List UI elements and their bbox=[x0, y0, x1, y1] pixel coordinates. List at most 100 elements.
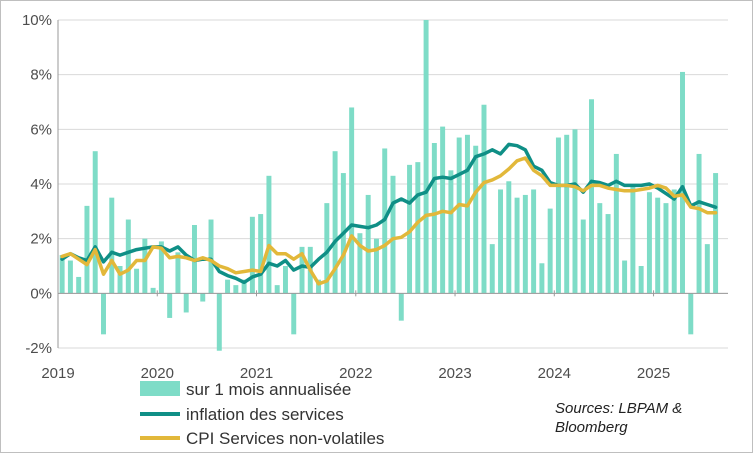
bar bbox=[67, 260, 73, 294]
bar bbox=[274, 285, 280, 294]
bar bbox=[299, 246, 305, 294]
legend-swatch-bars bbox=[140, 381, 180, 396]
bar bbox=[663, 203, 669, 294]
bar bbox=[555, 137, 561, 294]
bar bbox=[464, 134, 470, 294]
bar bbox=[84, 205, 90, 294]
bar bbox=[208, 219, 214, 294]
bar bbox=[580, 219, 586, 294]
bar bbox=[688, 293, 694, 335]
source-note-line2: Bloomberg bbox=[555, 419, 628, 436]
x-tick-label: 2019 bbox=[41, 365, 74, 382]
x-tick-label: 2024 bbox=[538, 365, 571, 382]
legend-label-bars: sur 1 mois annualisée bbox=[186, 380, 351, 399]
y-tick-label: -2% bbox=[25, 340, 52, 357]
bar bbox=[390, 175, 396, 294]
bar bbox=[282, 266, 288, 294]
bar bbox=[357, 233, 363, 294]
line-inflation-des-services bbox=[60, 142, 718, 285]
bar bbox=[183, 293, 189, 313]
line-cpi-services-non-volatiles bbox=[60, 156, 718, 286]
bar bbox=[572, 129, 578, 294]
bar bbox=[498, 189, 504, 294]
bar bbox=[175, 252, 181, 294]
bar bbox=[704, 244, 710, 294]
bar bbox=[415, 162, 421, 294]
bar bbox=[92, 151, 98, 294]
bar bbox=[125, 219, 131, 294]
bar bbox=[489, 244, 495, 294]
y-tick-label: 0% bbox=[30, 285, 52, 302]
x-axis-tick-labels: 2019 2020 2021 2022 2023 2024 2025 bbox=[41, 365, 670, 382]
bar bbox=[225, 279, 231, 294]
bar bbox=[291, 293, 297, 335]
bar bbox=[324, 203, 330, 294]
bar bbox=[431, 143, 437, 294]
y-tick-label: 8% bbox=[30, 67, 52, 84]
bar bbox=[134, 268, 140, 294]
bar bbox=[713, 173, 719, 294]
x-tick-label: 2021 bbox=[240, 365, 273, 382]
bar bbox=[158, 241, 164, 294]
x-tick-label: 2023 bbox=[438, 365, 471, 382]
bar bbox=[233, 285, 239, 294]
bar bbox=[473, 145, 479, 294]
x-tick-label: 2022 bbox=[339, 365, 372, 382]
y-axis-tick-labels: -2% 0% 2% 4% 6% 8% 10% bbox=[22, 12, 52, 357]
bar bbox=[514, 197, 520, 294]
bar bbox=[671, 189, 677, 294]
bar bbox=[456, 137, 462, 294]
bar bbox=[589, 99, 594, 294]
bar bbox=[506, 181, 512, 294]
bar bbox=[481, 104, 487, 294]
legend-label-services: inflation des services bbox=[186, 405, 344, 424]
axes bbox=[57, 20, 728, 348]
bar bbox=[117, 266, 123, 294]
bar bbox=[680, 71, 685, 294]
bar bbox=[398, 293, 404, 321]
bar bbox=[547, 208, 553, 294]
bar bbox=[655, 197, 661, 294]
bar bbox=[597, 203, 603, 294]
bar bbox=[150, 287, 156, 294]
bar bbox=[448, 170, 454, 294]
legend: sur 1 mois annualisée inflation des serv… bbox=[140, 380, 384, 448]
x-tick-label: 2025 bbox=[637, 365, 670, 382]
y-tick-label: 6% bbox=[30, 121, 52, 138]
bar bbox=[101, 293, 106, 335]
bar bbox=[605, 214, 611, 294]
bar bbox=[167, 293, 173, 318]
bar bbox=[109, 197, 115, 294]
bar bbox=[539, 263, 545, 294]
x-tick-label: 2020 bbox=[141, 365, 174, 382]
bar bbox=[142, 238, 148, 294]
bar bbox=[613, 153, 619, 294]
bar bbox=[216, 293, 222, 351]
bar bbox=[522, 194, 528, 294]
bar bbox=[241, 279, 247, 294]
y-tick-label: 10% bbox=[22, 12, 52, 29]
y-tick-label: 4% bbox=[30, 176, 52, 193]
bar bbox=[423, 20, 429, 294]
bar-series-monthly-annualized bbox=[59, 20, 719, 351]
bar bbox=[258, 214, 264, 294]
bar bbox=[696, 153, 702, 294]
bar bbox=[531, 189, 537, 294]
y-tick-label: 2% bbox=[30, 231, 52, 248]
bar bbox=[638, 266, 644, 294]
source-note-line1: Sources: LBPAM & bbox=[555, 400, 682, 417]
bar bbox=[373, 238, 379, 294]
bar bbox=[76, 276, 82, 294]
bar bbox=[332, 151, 338, 294]
bar bbox=[59, 255, 65, 294]
bar bbox=[365, 194, 371, 294]
bar bbox=[200, 293, 206, 302]
bar bbox=[622, 260, 628, 294]
legend-label-cpi: CPI Services non-volatiles bbox=[186, 429, 384, 448]
bar bbox=[646, 192, 652, 294]
bar bbox=[249, 216, 255, 294]
bar bbox=[266, 175, 272, 294]
bar bbox=[564, 134, 570, 294]
line-series-group bbox=[60, 142, 718, 286]
